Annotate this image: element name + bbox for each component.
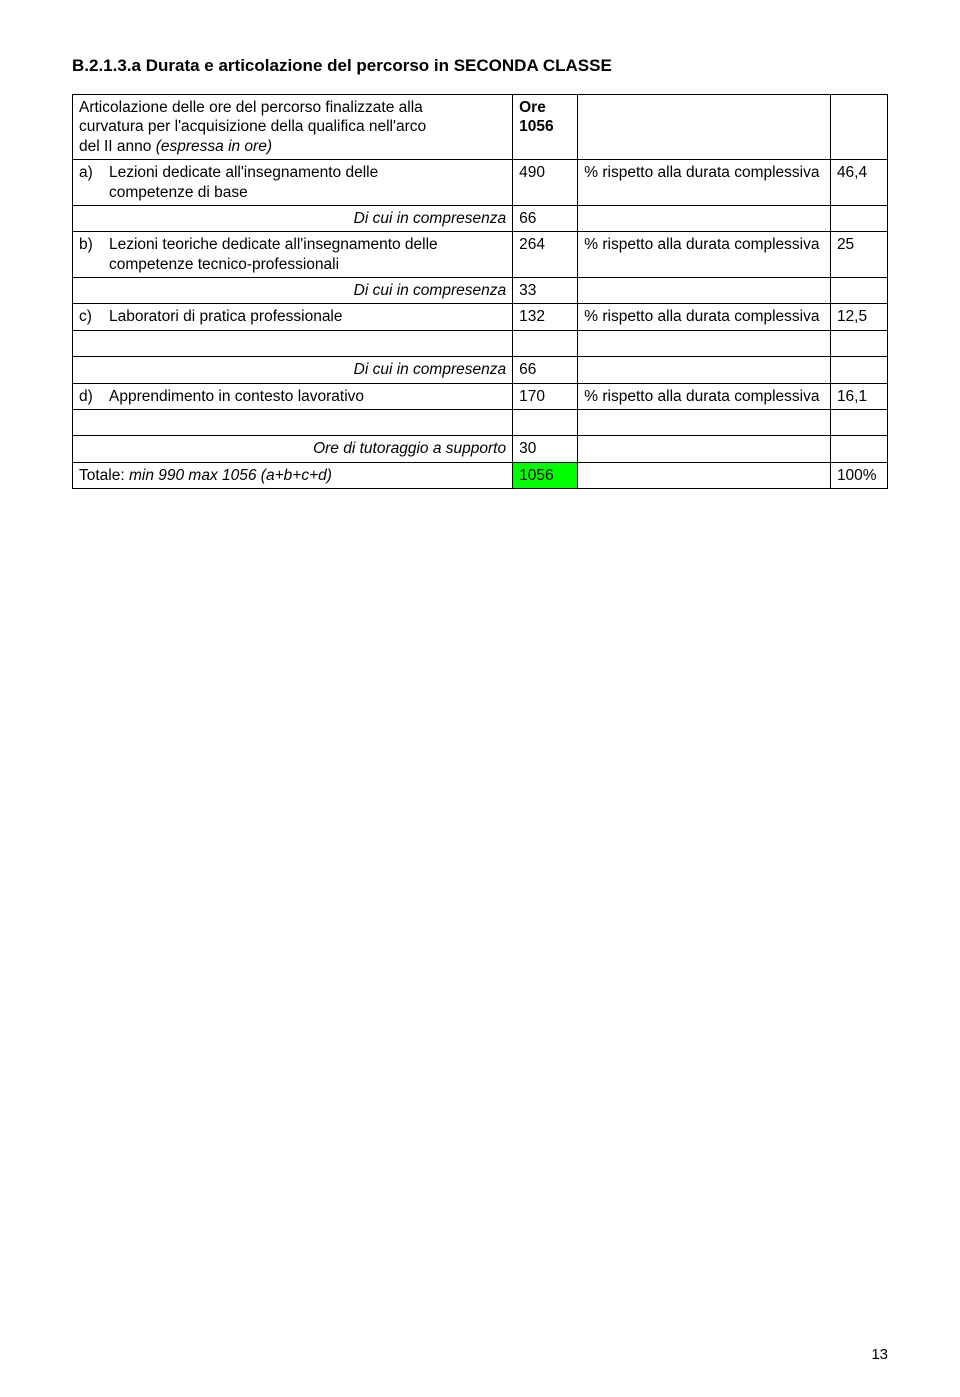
- row-a-marker: a): [79, 163, 109, 202]
- table-row: b) Lezioni teoriche dedicate all'insegna…: [73, 232, 888, 278]
- empty-cell: [73, 330, 513, 356]
- empty-cell: [578, 436, 831, 462]
- row-total-pct: 100%: [830, 462, 887, 488]
- empty-cell: [578, 205, 831, 231]
- heading-title: Durata e articolazione del percorso: [146, 56, 429, 75]
- empty-cell: [73, 409, 513, 435]
- intro-line3-prefix: del II anno: [79, 138, 156, 155]
- row-total-italic: min 990 max 1056 (a+b+c+d): [129, 467, 332, 484]
- empty-cell: [578, 409, 831, 435]
- row-b-desc: b) Lezioni teoriche dedicate all'insegna…: [73, 232, 513, 278]
- row-total-prefix: Totale:: [79, 467, 129, 484]
- row-tutor-label: Ore di tutoraggio a supporto: [73, 436, 513, 462]
- row-a-text2: competenze di base: [109, 184, 248, 201]
- table-row: Articolazione delle ore del percorso fin…: [73, 95, 888, 160]
- table-row: Di cui in compresenza 66: [73, 205, 888, 231]
- page-number: 13: [871, 1346, 888, 1363]
- empty-cell: [830, 95, 887, 160]
- table-row: Di cui in compresenza 66: [73, 357, 888, 383]
- row-b-text1: Lezioni teoriche dedicate all'insegnamen…: [109, 236, 438, 253]
- row-a-sub-label: Di cui in compresenza: [73, 205, 513, 231]
- heading-scope: in SECONDA CLASSE: [434, 56, 612, 75]
- row-c-text: Laboratori di pratica professionale: [109, 307, 506, 326]
- ore-value: 1056: [519, 118, 553, 135]
- empty-cell: [830, 205, 887, 231]
- row-c-val: 132: [513, 304, 578, 330]
- ore-label: Ore: [519, 99, 546, 116]
- section-heading: B.2.1.3.a Durata e articolazione del per…: [72, 56, 888, 76]
- row-d-pct: 16,1: [830, 383, 887, 409]
- row-b-pct: 25: [830, 232, 887, 278]
- row-b-sub-val: 33: [513, 278, 578, 304]
- row-b-val: 264: [513, 232, 578, 278]
- ore-header-cell: Ore 1056: [513, 95, 578, 160]
- empty-cell: [578, 95, 831, 160]
- heading-code: B.2.1.3.a: [72, 56, 141, 75]
- row-a-text1: Lezioni dedicate all'insegnamento delle: [109, 164, 378, 181]
- row-b-text2: competenze tecnico-professionali: [109, 256, 339, 273]
- row-tutor-val: 30: [513, 436, 578, 462]
- row-b-marker: b): [79, 235, 109, 274]
- row-c-pct: 12,5: [830, 304, 887, 330]
- row-d-marker: d): [79, 387, 109, 406]
- row-d-val: 170: [513, 383, 578, 409]
- row-a-resp: % rispetto alla durata complessiva: [578, 160, 831, 206]
- empty-cell: [578, 462, 831, 488]
- row-d-resp: % rispetto alla durata complessiva: [578, 383, 831, 409]
- empty-cell: [513, 409, 578, 435]
- row-c-sub-val: 66: [513, 357, 578, 383]
- row-a-pct: 46,4: [830, 160, 887, 206]
- empty-cell: [830, 409, 887, 435]
- table-row: [73, 409, 888, 435]
- intro-cell: Articolazione delle ore del percorso fin…: [73, 95, 513, 160]
- table-row: c) Laboratori di pratica professionale 1…: [73, 304, 888, 330]
- row-total-desc: Totale: min 990 max 1056 (a+b+c+d): [73, 462, 513, 488]
- row-a-val: 490: [513, 160, 578, 206]
- duration-table: Articolazione delle ore del percorso fin…: [72, 94, 888, 489]
- empty-cell: [830, 357, 887, 383]
- row-d-desc: d) Apprendimento in contesto lavorativo: [73, 383, 513, 409]
- empty-cell: [513, 330, 578, 356]
- intro-line2: curvatura per l'acquisizione della quali…: [79, 118, 426, 135]
- table-row: Totale: min 990 max 1056 (a+b+c+d) 1056 …: [73, 462, 888, 488]
- row-c-resp: % rispetto alla durata complessiva: [578, 304, 831, 330]
- empty-cell: [830, 436, 887, 462]
- empty-cell: [578, 330, 831, 356]
- row-a-desc: a) Lezioni dedicate all'insegnamento del…: [73, 160, 513, 206]
- table-row: Di cui in compresenza 33: [73, 278, 888, 304]
- row-c-desc: c) Laboratori di pratica professionale: [73, 304, 513, 330]
- row-c-sub-label: Di cui in compresenza: [73, 357, 513, 383]
- row-d-text: Apprendimento in contesto lavorativo: [109, 387, 506, 406]
- intro-line1: Articolazione delle ore del percorso fin…: [79, 99, 423, 116]
- table-row: d) Apprendimento in contesto lavorativo …: [73, 383, 888, 409]
- row-c-marker: c): [79, 307, 109, 326]
- empty-cell: [830, 278, 887, 304]
- table-row: Ore di tutoraggio a supporto 30: [73, 436, 888, 462]
- table-row: a) Lezioni dedicate all'insegnamento del…: [73, 160, 888, 206]
- table-row: [73, 330, 888, 356]
- empty-cell: [830, 330, 887, 356]
- intro-line3-italic: (espressa in ore): [156, 138, 272, 155]
- row-b-sub-label: Di cui in compresenza: [73, 278, 513, 304]
- empty-cell: [578, 357, 831, 383]
- empty-cell: [578, 278, 831, 304]
- row-a-sub-val: 66: [513, 205, 578, 231]
- row-total-val: 1056: [513, 462, 578, 488]
- row-b-resp: % rispetto alla durata complessiva: [578, 232, 831, 278]
